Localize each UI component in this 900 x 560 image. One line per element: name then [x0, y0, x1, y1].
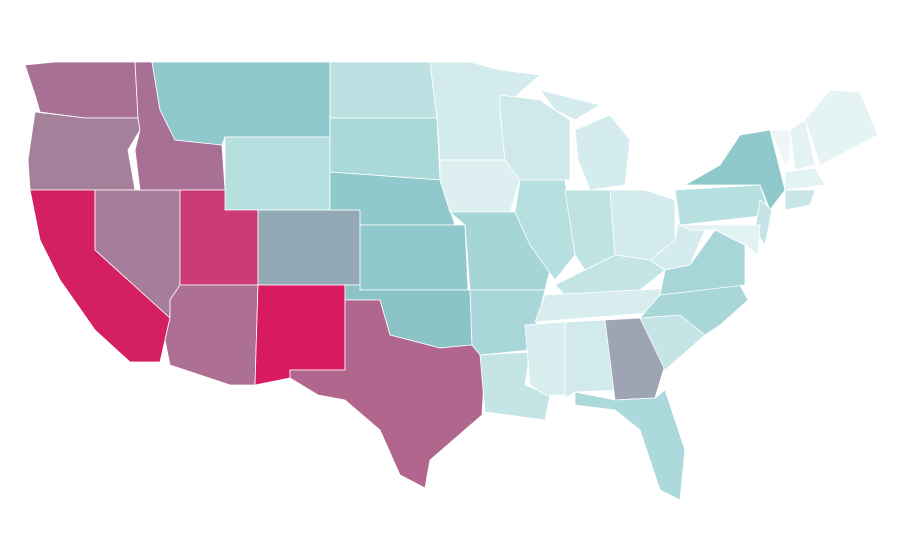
state-region	[554, 254, 666, 296]
state-region	[164, 284, 259, 386]
state-region	[524, 321, 566, 396]
state-region	[27, 111, 141, 191]
state-region	[804, 89, 879, 166]
state-region	[574, 114, 631, 191]
state-region	[684, 129, 786, 211]
state-region	[574, 389, 686, 501]
state-region	[784, 167, 826, 191]
state-region	[784, 189, 816, 211]
state-region	[639, 284, 749, 336]
state-region	[564, 319, 619, 399]
state-region	[289, 299, 486, 489]
state-region	[679, 224, 761, 256]
state-region	[329, 61, 438, 119]
state-region	[224, 136, 331, 211]
state-region	[674, 184, 771, 226]
states	[24, 61, 879, 501]
state-region	[539, 89, 601, 121]
state-region	[439, 159, 521, 213]
state-region	[789, 119, 816, 171]
state-region	[24, 61, 139, 119]
state-region	[769, 129, 791, 166]
state-region	[151, 61, 331, 146]
state-region	[359, 224, 469, 291]
state-region	[329, 117, 441, 181]
state-region	[514, 179, 576, 281]
state-region	[257, 209, 361, 286]
